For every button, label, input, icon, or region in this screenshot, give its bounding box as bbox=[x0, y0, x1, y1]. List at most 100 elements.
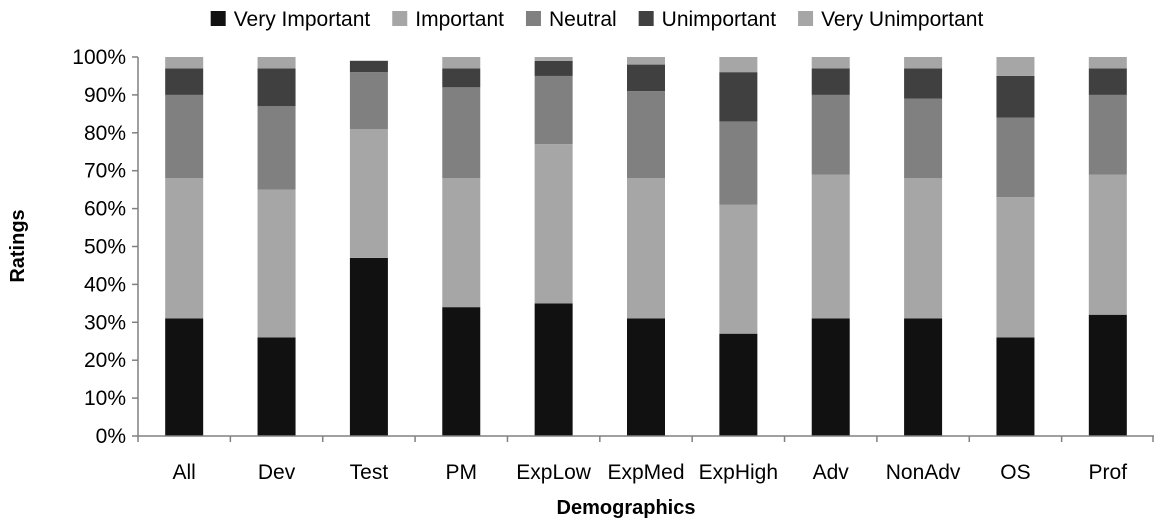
x-tick-label: Dev bbox=[258, 461, 296, 484]
bar-segment bbox=[257, 68, 296, 107]
y-tick-label: 90% bbox=[84, 84, 126, 107]
bar-segment bbox=[904, 178, 943, 319]
bar-segment bbox=[534, 57, 573, 61]
x-tick-label: ExpHigh bbox=[699, 461, 778, 484]
bar-segment bbox=[627, 64, 665, 92]
x-axis-title: Demographics bbox=[557, 497, 696, 519]
bar-segment bbox=[811, 318, 850, 436]
bar-stack bbox=[627, 57, 665, 436]
bar-segment bbox=[1088, 68, 1127, 95]
bar-stack bbox=[165, 57, 204, 436]
legend-swatch bbox=[392, 11, 408, 26]
bar-segment bbox=[442, 68, 481, 88]
y-axis-title: Ratings bbox=[7, 209, 29, 282]
bar-segment bbox=[996, 57, 1035, 76]
y-tick-label: 80% bbox=[84, 122, 126, 145]
bar-segment bbox=[719, 333, 758, 436]
bar-stack bbox=[1088, 57, 1127, 436]
bar-segment bbox=[1088, 94, 1127, 175]
bar-segment bbox=[534, 144, 573, 304]
legend-label: Very Important bbox=[234, 8, 371, 31]
bar-segment bbox=[257, 57, 296, 69]
bar-segment bbox=[349, 257, 388, 436]
y-tick-label: 50% bbox=[84, 236, 126, 259]
bar-segment bbox=[904, 57, 943, 69]
x-tick-label: All bbox=[173, 461, 196, 484]
bar-stack bbox=[904, 57, 943, 436]
bar-segment bbox=[165, 94, 204, 179]
bar-stack bbox=[811, 57, 850, 436]
x-tick-label: NonAdv bbox=[886, 461, 961, 484]
bar-segment bbox=[165, 318, 204, 436]
bar-stack bbox=[257, 57, 296, 436]
x-tick-label: PM bbox=[446, 461, 478, 484]
bar-segment bbox=[349, 129, 388, 258]
y-tick-label: 30% bbox=[84, 311, 126, 334]
legend-label: Neutral bbox=[549, 8, 617, 31]
bar-segment bbox=[719, 72, 758, 122]
y-tick-label: 40% bbox=[84, 273, 126, 296]
bar-segment bbox=[627, 178, 665, 319]
legend-label: Important bbox=[415, 8, 504, 31]
bar-segment bbox=[1088, 57, 1127, 69]
x-tick-label: Adv bbox=[813, 461, 850, 484]
x-axis: All Dev Test PM ExpLow ExpMed ExpHigh Adv NonAdv… bbox=[137, 435, 1154, 484]
bar-segment bbox=[534, 303, 573, 436]
bar-stack bbox=[719, 57, 758, 436]
y-tick-label: 60% bbox=[84, 198, 126, 221]
y-tick-label: 20% bbox=[84, 349, 126, 372]
legend-swatch bbox=[798, 11, 814, 26]
bar-segment bbox=[904, 318, 943, 436]
bar-segment bbox=[534, 60, 573, 76]
legend-swatch bbox=[638, 11, 654, 26]
bar-segment bbox=[627, 57, 665, 65]
legend-swatch bbox=[210, 11, 226, 26]
bar-segment bbox=[811, 57, 850, 69]
bar-segment bbox=[996, 117, 1035, 198]
bar-segment bbox=[442, 87, 481, 179]
bar-stack bbox=[996, 57, 1035, 436]
legend-swatch bbox=[525, 11, 541, 26]
y-tick-label: 70% bbox=[84, 160, 126, 183]
y-axis: 0% 10% 20% 30% 40% 50% 60% 70% 80% 90% 100% bbox=[72, 46, 139, 448]
bars bbox=[165, 57, 1127, 436]
bar-segment bbox=[811, 174, 850, 319]
bar-segment bbox=[1088, 174, 1127, 315]
legend: Very Important Important Neutral Unimportan… bbox=[210, 8, 983, 31]
legend-label: Unimportant bbox=[662, 8, 777, 31]
bar-segment bbox=[165, 178, 204, 319]
y-tick-label: 0% bbox=[96, 425, 126, 448]
bar-segment bbox=[627, 318, 665, 436]
x-tick-label: ExpMed bbox=[607, 461, 684, 484]
bar-segment bbox=[1088, 314, 1127, 436]
bar-segment bbox=[257, 106, 296, 190]
x-tick-label: ExpLow bbox=[516, 461, 592, 484]
bar-segment bbox=[904, 98, 943, 179]
bar-segment bbox=[996, 75, 1035, 118]
bar-segment bbox=[904, 68, 943, 99]
bar-segment bbox=[719, 57, 758, 73]
x-tick-label: Test bbox=[350, 461, 389, 484]
bar-stack bbox=[534, 57, 573, 436]
bar-segment bbox=[996, 197, 1035, 338]
bar-segment bbox=[442, 307, 481, 436]
y-tick-label: 10% bbox=[84, 387, 126, 410]
bar-segment bbox=[165, 57, 204, 69]
x-tick-label: Prof bbox=[1089, 461, 1128, 484]
bar-stack bbox=[442, 57, 481, 436]
legend-label: Very Unimportant bbox=[821, 8, 983, 31]
bar-segment bbox=[811, 68, 850, 95]
y-tick-label: 100% bbox=[72, 46, 126, 69]
bar-segment bbox=[442, 57, 481, 69]
bar-segment bbox=[257, 337, 296, 436]
bar-segment bbox=[996, 337, 1035, 436]
bar-segment bbox=[165, 68, 204, 95]
bar-stack bbox=[349, 60, 388, 436]
bar-segment bbox=[719, 121, 758, 205]
bar-segment bbox=[811, 94, 850, 175]
bar-segment bbox=[257, 189, 296, 338]
bar-segment bbox=[349, 72, 388, 130]
bar-segment bbox=[627, 91, 665, 179]
bar-segment bbox=[349, 60, 388, 73]
bar-segment bbox=[442, 178, 481, 308]
